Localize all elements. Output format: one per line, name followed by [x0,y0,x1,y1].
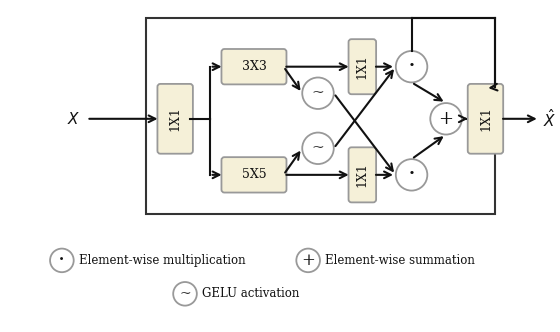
Text: 1X1: 1X1 [479,106,492,131]
Text: ~: ~ [179,287,191,301]
FancyBboxPatch shape [221,49,287,84]
Circle shape [173,282,197,306]
Text: ~: ~ [311,141,324,155]
Text: Element-wise multiplication: Element-wise multiplication [78,254,245,267]
Text: +: + [301,252,315,269]
Text: $\hat{X}$: $\hat{X}$ [543,108,556,130]
Circle shape [302,132,334,164]
FancyBboxPatch shape [348,147,376,203]
Text: ·: · [408,55,416,78]
Circle shape [430,103,462,134]
Circle shape [396,51,427,82]
Text: 1X1: 1X1 [169,106,181,131]
FancyBboxPatch shape [221,157,287,193]
FancyBboxPatch shape [348,39,376,94]
Text: 1X1: 1X1 [356,54,369,79]
Text: Element-wise summation: Element-wise summation [325,254,475,267]
Text: GELU activation: GELU activation [202,287,299,300]
FancyBboxPatch shape [157,84,193,154]
Text: +: + [438,110,454,128]
Text: 5X5: 5X5 [242,168,266,181]
Bar [146,18,495,214]
Text: 3X3: 3X3 [241,60,267,73]
Circle shape [302,77,334,109]
Circle shape [50,249,74,272]
Circle shape [396,159,427,191]
Circle shape [296,249,320,272]
Text: 1X1: 1X1 [356,162,369,187]
Text: ·: · [58,249,66,271]
FancyBboxPatch shape [468,84,503,154]
Text: $X$: $X$ [67,111,81,127]
Text: ·: · [408,163,416,186]
Text: ~: ~ [311,86,324,100]
